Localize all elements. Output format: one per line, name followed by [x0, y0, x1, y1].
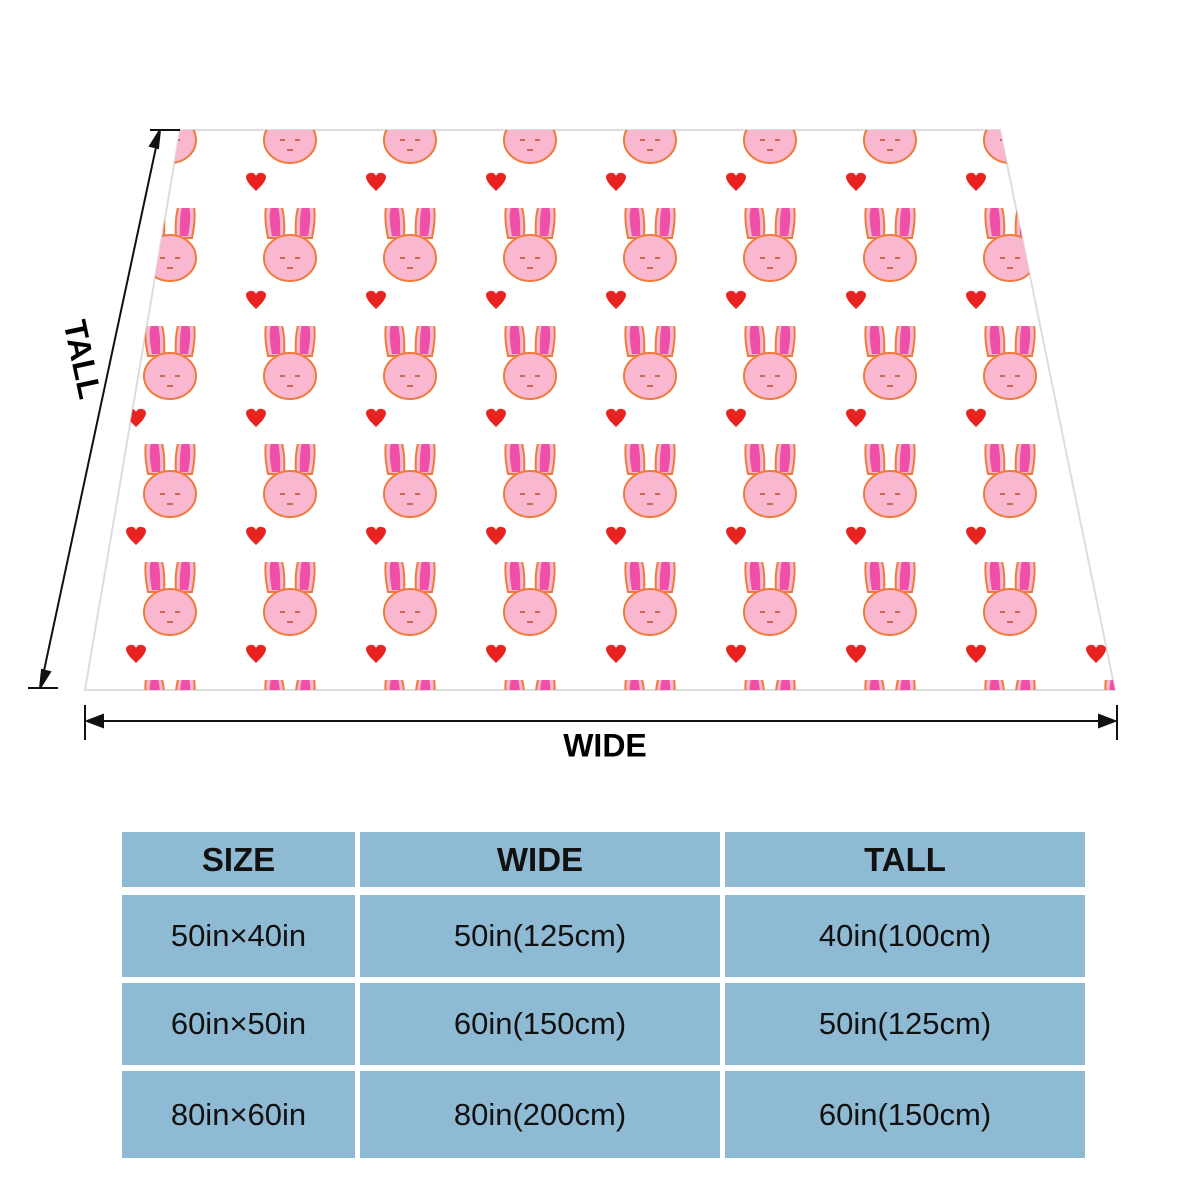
table-cell: 50in×40in: [122, 895, 355, 977]
header-cell: WIDE: [360, 832, 720, 887]
table-cell: 60in×50in: [122, 983, 355, 1065]
table-cell: 80in×60in: [122, 1071, 355, 1158]
table-cell: 50in(125cm): [360, 895, 720, 977]
table-cell: 50in(125cm): [725, 983, 1085, 1065]
blanket-figure: TALL WIDE: [28, 129, 1118, 763]
table-cell: 60in(150cm): [725, 1071, 1085, 1158]
header-cell: TALL: [725, 832, 1085, 887]
wide-label: WIDE: [563, 727, 647, 763]
table-cell: 40in(100cm): [725, 895, 1085, 977]
tall-label: TALL: [57, 317, 109, 402]
dimension-arrows: [28, 129, 1118, 740]
table-cell: 60in(150cm): [360, 983, 720, 1065]
table-cell: 80in(200cm): [360, 1071, 720, 1158]
header-cell: SIZE: [122, 832, 355, 887]
blanket-pattern: [85, 130, 1115, 690]
